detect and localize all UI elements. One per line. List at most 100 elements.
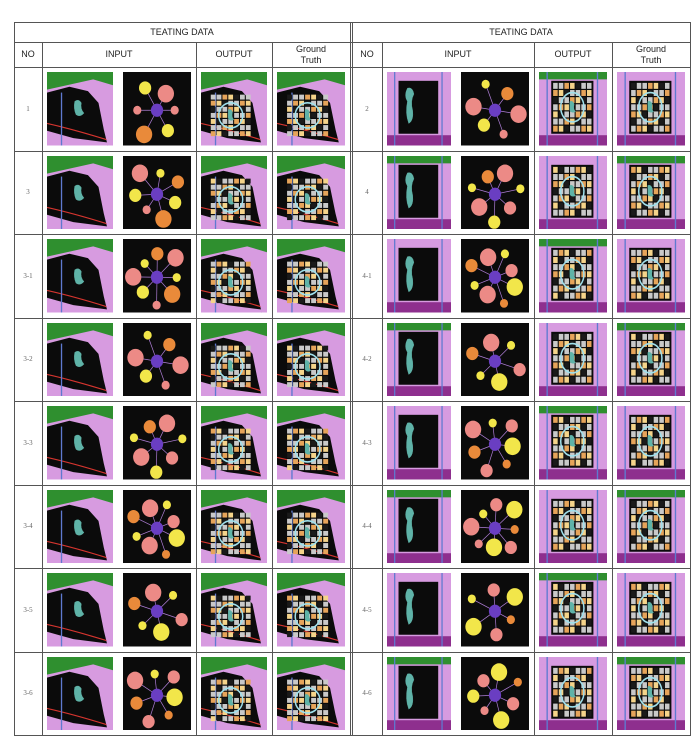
input-node-graph-left-4 [123, 322, 191, 396]
row-number-left: 3-4 [23, 522, 33, 531]
input-node-graph-right-5 [461, 406, 529, 480]
output-plan-right-2 [539, 155, 607, 229]
input-site-map-right-7 [387, 573, 451, 647]
input-site-map-left-3 [47, 239, 113, 313]
input-node-graph-right-7 [461, 573, 529, 647]
input-site-map-left-2 [47, 155, 113, 229]
ground-truth-plan-right-4 [617, 322, 685, 396]
output-plan-right-4 [539, 322, 607, 396]
ground-truth-plan-right-5 [617, 406, 685, 480]
input-node-graph-right-6 [461, 489, 529, 563]
row-number-left: 3-2 [23, 355, 33, 364]
ground-truth-plan-right-2 [617, 155, 685, 229]
row-number-right: 4-4 [362, 522, 372, 531]
input-site-map-left-6 [47, 489, 113, 563]
column-divider [42, 42, 43, 735]
ground-truth-plan-left-7 [277, 573, 345, 647]
input-site-map-right-5 [387, 406, 451, 480]
input-site-map-left-7 [47, 573, 113, 647]
input-node-graph-left-7 [123, 573, 191, 647]
ground-truth-plan-left-2 [277, 155, 345, 229]
input-site-map-right-1 [387, 72, 451, 146]
row-number-right: 4-2 [362, 355, 372, 364]
input-node-graph-left-5 [123, 406, 191, 480]
row-number-right: 4-1 [362, 271, 372, 280]
ground-truth-plan-left-6 [277, 489, 345, 563]
column-header-ground-truth-right: Ground Truth [635, 43, 667, 65]
left-border [14, 22, 15, 736]
section-title-right: TEATING DATA [489, 26, 553, 37]
input-node-graph-left-3 [123, 239, 191, 313]
column-header-output-left: OUTPUT [215, 49, 253, 59]
ground-truth-plan-right-7 [617, 573, 685, 647]
row-number-left: 3-6 [23, 689, 33, 698]
ground-truth-plan-right-8 [617, 656, 685, 730]
column-header-no-left: NO [21, 49, 35, 59]
ground-truth-plan-right-3 [617, 239, 685, 313]
output-plan-left-1 [201, 72, 267, 146]
input-node-graph-left-8 [123, 656, 191, 730]
input-node-graph-right-3 [461, 239, 529, 313]
output-plan-left-5 [201, 406, 267, 480]
input-site-map-right-2 [387, 155, 451, 229]
input-site-map-right-3 [387, 239, 451, 313]
column-header-ground-truth-left: Ground Truth [295, 43, 327, 65]
ground-truth-plan-left-8 [277, 656, 345, 730]
ground-truth-plan-left-3 [277, 239, 345, 313]
input-node-graph-left-6 [123, 489, 191, 563]
row-number-right: 4-3 [362, 438, 372, 447]
output-plan-right-7 [539, 573, 607, 647]
column-header-output-right: OUTPUT [554, 49, 592, 59]
column-divider [382, 42, 383, 735]
row-number-left: 1 [26, 104, 30, 113]
section-title-left: TEATING DATA [150, 26, 214, 37]
input-node-graph-right-4 [461, 322, 529, 396]
column-header-input-right: INPUT [444, 49, 472, 59]
output-plan-left-3 [201, 239, 267, 313]
row-number-right: 4-6 [362, 689, 372, 698]
right-border [690, 22, 691, 736]
row-number-left: 3-5 [23, 605, 33, 614]
input-site-map-left-8 [47, 656, 113, 730]
ground-truth-plan-right-6 [617, 489, 685, 563]
column-divider [272, 42, 273, 735]
row-number-left: 3-3 [23, 438, 33, 447]
column-divider [534, 42, 535, 735]
ground-truth-plan-right-1 [617, 72, 685, 146]
output-plan-left-6 [201, 489, 267, 563]
ground-truth-plan-left-5 [277, 406, 345, 480]
input-node-graph-left-1 [123, 72, 191, 146]
input-node-graph-left-2 [123, 155, 191, 229]
row-number-right: 4 [365, 188, 369, 197]
row-number-left: 3-1 [23, 271, 33, 280]
center-divider-inner [352, 22, 353, 736]
input-site-map-right-8 [387, 656, 451, 730]
column-header-no-right: NO [360, 49, 374, 59]
output-plan-right-5 [539, 406, 607, 480]
input-site-map-right-4 [387, 322, 451, 396]
output-plan-right-1 [539, 72, 607, 146]
ground-truth-plan-left-1 [277, 72, 345, 146]
output-plan-left-8 [201, 656, 267, 730]
ground-truth-plan-left-4 [277, 322, 345, 396]
output-plan-right-3 [539, 239, 607, 313]
column-divider [196, 42, 197, 735]
row-number-right: 4-5 [362, 605, 372, 614]
column-divider [612, 42, 613, 735]
output-plan-right-6 [539, 489, 607, 563]
input-node-graph-right-2 [461, 155, 529, 229]
input-site-map-right-6 [387, 489, 451, 563]
input-site-map-left-1 [47, 72, 113, 146]
row-number-right: 2 [365, 104, 369, 113]
output-plan-right-8 [539, 656, 607, 730]
input-site-map-left-5 [47, 406, 113, 480]
row-number-left: 3 [26, 188, 30, 197]
column-header-input-left: INPUT [105, 49, 133, 59]
output-plan-left-4 [201, 322, 267, 396]
input-node-graph-right-8 [461, 656, 529, 730]
output-plan-left-7 [201, 573, 267, 647]
output-plan-left-2 [201, 155, 267, 229]
input-node-graph-right-1 [461, 72, 529, 146]
input-site-map-left-4 [47, 322, 113, 396]
